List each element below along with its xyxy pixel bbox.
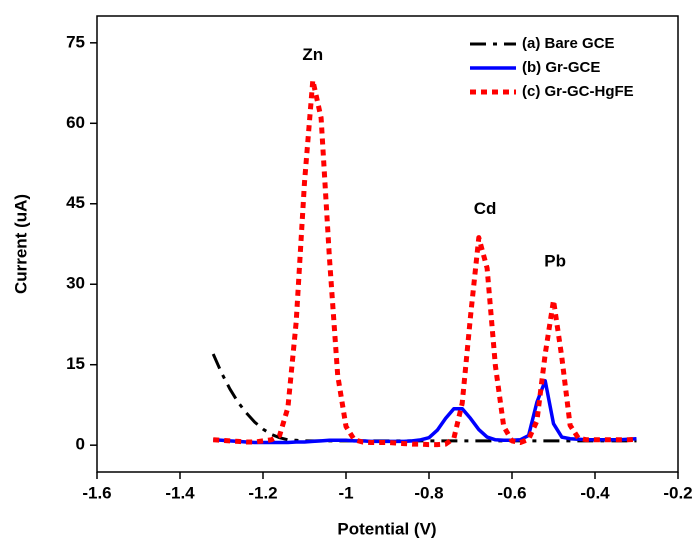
y-tick-label: 0 xyxy=(76,435,85,454)
y-axis-label: Current (uA) xyxy=(11,194,30,294)
x-tick-label: -0.6 xyxy=(497,483,526,502)
series-line xyxy=(213,77,637,448)
plot-frame xyxy=(96,15,679,473)
legend-label: (b) Gr-GCE xyxy=(522,59,600,76)
series-line xyxy=(213,379,637,445)
x-tick-label: -1.6 xyxy=(82,483,111,502)
x-tick-label: -1.4 xyxy=(165,483,195,502)
peak-label: Pb xyxy=(544,252,566,271)
x-tick-label: -0.8 xyxy=(414,483,443,502)
y-tick-label: 60 xyxy=(66,113,85,132)
series-line xyxy=(211,353,637,443)
legend-label: (c) Gr-GC-HgFE xyxy=(522,83,634,100)
peak-label: Zn xyxy=(302,45,323,64)
x-tick-label: -0.4 xyxy=(580,483,610,502)
y-tick-label: 15 xyxy=(66,354,85,373)
y-tick-label: 45 xyxy=(66,193,85,212)
legend-label: (a) Bare GCE xyxy=(522,35,615,52)
x-axis-label: Potential (V) xyxy=(337,519,436,538)
peak-label: Cd xyxy=(474,199,497,218)
y-tick-label: 30 xyxy=(66,274,85,293)
y-tick-label: 75 xyxy=(66,32,85,51)
x-tick-label: -0.2 xyxy=(663,483,692,502)
x-tick-label: -1 xyxy=(338,483,353,502)
x-tick-label: -1.2 xyxy=(248,483,277,502)
